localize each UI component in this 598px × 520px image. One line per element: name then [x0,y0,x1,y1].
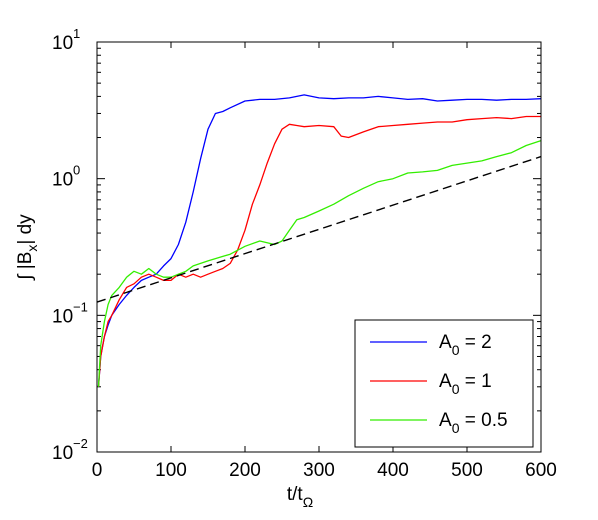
legend-box [354,319,534,448]
y-tick-label: 10 [52,170,73,191]
plot-frame [96,41,542,453]
x-label-main: t/t [287,484,304,505]
x-tick-label: 400 [377,460,409,481]
x-tick-label: 0 [92,460,103,481]
y-tick-label: 10 [52,443,73,464]
y-label-subscript: x [24,245,40,252]
x-axis-ticks: 0 100 200 300 400 500 600 [92,42,557,481]
series-layer [96,94,542,387]
y-label-suffix: | dy [15,214,36,245]
series-line [97,115,541,387]
series-line [97,94,542,387]
x-tick-label: 300 [303,460,335,481]
x-label-subscript: Ω [303,494,313,510]
y-tick-exponent: −2 [73,436,88,451]
y-tick-exponent: 1 [73,26,80,41]
x-tick-label: 100 [155,460,187,481]
y-axis-label: ∫ |Bx| dy [15,214,40,281]
legend-label: A0 = 2 [439,332,492,358]
legend: A0 = 2 A0 = 1 A0 = 0.5 [354,319,534,448]
x-tick-label: 200 [229,460,261,481]
x-tick-label: 600 [525,460,557,481]
legend-label: A0 = 1 [439,371,492,397]
y-tick-exponent: −1 [73,299,88,314]
y-tick-exponent: 0 [73,163,80,178]
reference-dashed-line [96,155,542,303]
y-label-main: ∫ |B [15,252,36,281]
y-tick-label: 10 [52,306,73,327]
x-tick-label: 500 [451,460,483,481]
legend-label: A0 = 0.5 [439,410,508,436]
y-tick-label: 10 [52,33,73,54]
series-line [97,139,542,387]
x-axis-label: t/tΩ [287,484,313,510]
